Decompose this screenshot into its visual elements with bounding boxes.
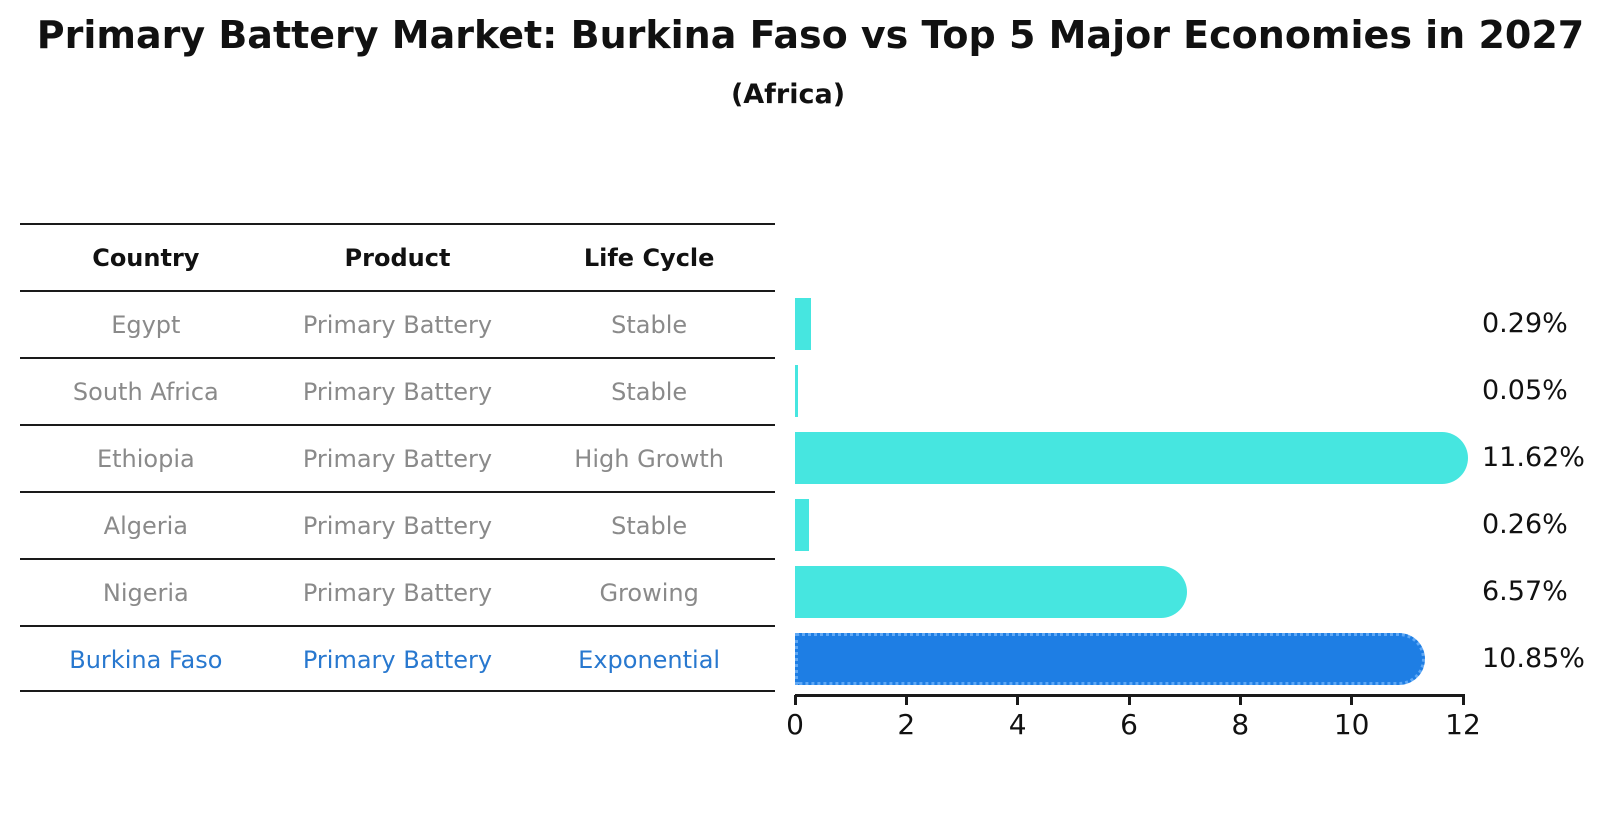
column-header-product: Product	[344, 243, 451, 272]
table-cell-country: Nigeria	[102, 578, 189, 607]
table-cell-product: Primary Battery	[302, 377, 493, 406]
table-cell-country: Ethiopia	[96, 444, 195, 473]
x-axis-tick	[1350, 695, 1354, 705]
bar-nigeria	[795, 565, 1187, 618]
x-axis-tick-label: 2	[897, 708, 916, 741]
table-cell-life-cycle: Stable	[611, 511, 688, 540]
bar-egypt	[795, 297, 812, 350]
chart-subtitle: (Africa)	[730, 79, 846, 110]
table-cell-product: Primary Battery	[302, 310, 493, 339]
table-cell-product: Primary Battery	[302, 645, 493, 674]
x-axis-tick	[1016, 695, 1020, 705]
table-cell-life-cycle: Exponential	[578, 645, 721, 674]
table-cell-life-cycle: Stable	[611, 377, 688, 406]
table-cell-product: Primary Battery	[302, 444, 493, 473]
x-axis-tick-label: 4	[1008, 708, 1027, 741]
table-cell-product: Primary Battery	[302, 511, 493, 540]
table-cell-country: South Africa	[72, 377, 219, 406]
x-axis-tick-label: 6	[1120, 708, 1138, 741]
table-header-row: Country Product Life Cycle	[20, 223, 775, 290]
table-row-egypt: Egypt Primary Battery Stable	[20, 290, 775, 357]
table-cell-life-cycle: High Growth	[574, 444, 724, 473]
table-cell-country: Egypt	[111, 310, 181, 339]
table-row-nigeria: Nigeria Primary Battery Growing	[20, 558, 775, 625]
bar-algeria	[795, 498, 810, 551]
table-row-burkina-faso: Burkina Faso Primary Battery Exponential	[20, 625, 775, 692]
x-axis-tick	[793, 695, 797, 705]
bar-ethiopia	[795, 431, 1468, 484]
table-row-south-africa: South Africa Primary Battery Stable	[20, 357, 775, 424]
bar-value-label: 0.29%	[1482, 308, 1568, 339]
bar-south-africa	[795, 364, 798, 417]
table-cell-country: Burkina Faso	[69, 645, 223, 674]
bar-value-label: 0.05%	[1482, 375, 1568, 406]
bar-value-label: 10.85%	[1482, 643, 1585, 674]
table-cell-life-cycle: Growing	[599, 578, 699, 607]
bar-value-label: 0.26%	[1482, 509, 1568, 540]
bar-value-label: 6.57%	[1482, 576, 1568, 607]
column-header-life-cycle: Life Cycle	[583, 243, 715, 272]
x-axis-tick-label: 8	[1231, 708, 1250, 741]
column-header-country: Country	[92, 243, 200, 272]
x-axis-tick-label: 0	[786, 708, 804, 741]
x-axis-tick	[1127, 695, 1131, 705]
x-axis-tick	[904, 695, 908, 705]
x-axis-tick-label: 12	[1445, 708, 1481, 741]
chart-title: Primary Battery Market: Burkina Faso vs …	[36, 13, 1585, 57]
table-cell-product: Primary Battery	[302, 578, 493, 607]
x-axis-tick-label: 10	[1333, 708, 1370, 741]
table-cell-country: Algeria	[103, 511, 188, 540]
bar-burkina-faso	[795, 632, 1425, 685]
table-row-ethiopia: Ethiopia Primary Battery High Growth	[20, 424, 775, 491]
x-axis-tick	[1461, 695, 1465, 705]
x-axis-tick	[1238, 695, 1242, 705]
country-info-table: Country Product Life Cycle Egypt Primary…	[20, 223, 775, 692]
bar-value-label: 11.62%	[1482, 442, 1585, 473]
table-row-algeria: Algeria Primary Battery Stable	[20, 491, 775, 558]
table-cell-life-cycle: Stable	[611, 310, 688, 339]
